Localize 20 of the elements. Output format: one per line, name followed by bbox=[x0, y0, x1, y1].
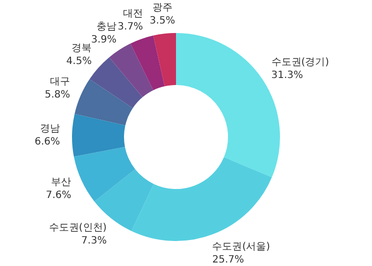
data-label: 6.6% bbox=[34, 136, 60, 148]
slice-label: 대전 bbox=[123, 8, 144, 20]
slice-label: 부산 bbox=[51, 177, 72, 188]
slice-label: 경남 bbox=[40, 123, 60, 134]
slice-label: 경북 bbox=[72, 42, 92, 54]
slice-label: 수도권(인천) bbox=[48, 222, 107, 234]
data-label: 5.8% bbox=[44, 89, 70, 100]
data-label: 31.3% bbox=[271, 70, 304, 81]
data-label: 7.6% bbox=[46, 190, 72, 202]
slice-label: 수도권(서울) bbox=[212, 241, 270, 252]
slice-label: 충남 bbox=[96, 22, 117, 33]
slice-label: 대구 bbox=[50, 76, 70, 88]
slice-label: 광주 bbox=[152, 2, 172, 14]
data-label: 7.3% bbox=[81, 236, 107, 247]
data-label: 3.5% bbox=[150, 15, 176, 26]
data-label: 3.7% bbox=[118, 22, 144, 33]
data-label: 3.9% bbox=[91, 34, 117, 46]
slice-label: 수도권(경기) bbox=[271, 56, 330, 68]
data-label: 25.7% bbox=[212, 254, 244, 266]
data-label: 4.5% bbox=[66, 56, 92, 67]
